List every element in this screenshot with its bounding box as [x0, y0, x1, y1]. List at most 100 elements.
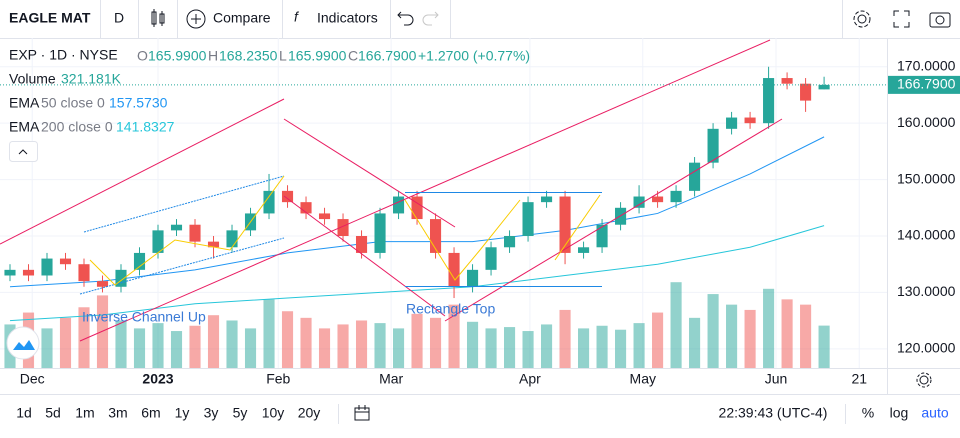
candle-body: [226, 230, 238, 248]
candle-body: [689, 162, 701, 191]
candle-body: [281, 190, 294, 203]
log-toggle[interactable]: log: [890, 405, 909, 421]
snapshot[interactable]: [929, 12, 951, 28]
candle-body: [559, 196, 571, 253]
volume-bar: [300, 317, 312, 368]
volume-bar: [448, 304, 460, 368]
x-tick-label: Jun: [765, 371, 788, 387]
volume-bar: [152, 323, 164, 368]
fx-icon[interactable]: f: [294, 9, 300, 25]
legend-value: 165.9900: [288, 48, 347, 64]
volume-bar: [78, 307, 90, 368]
x-tick-label: 2023: [142, 371, 173, 387]
study-value: 157.5730: [109, 95, 168, 111]
candle-body: [41, 258, 53, 276]
range-button[interactable]: 1d: [16, 405, 32, 421]
study-name: Volume: [9, 71, 56, 87]
legend-value: 166.7900: [358, 48, 417, 64]
x-tick-label: Dec: [20, 371, 45, 387]
volume-bar: [429, 317, 442, 368]
candle-body: [504, 236, 516, 248]
candle-body: [4, 269, 16, 276]
candle-body: [355, 236, 368, 253]
candle-body: [763, 78, 775, 124]
candle-body: [96, 281, 109, 287]
range-button[interactable]: 5y: [233, 405, 248, 421]
candle-body: [448, 252, 460, 287]
range-button[interactable]: 6m: [141, 405, 160, 421]
legend-value: 168.2350: [219, 48, 278, 64]
volume-bar: [263, 299, 275, 368]
date-range-icon[interactable]: [354, 405, 370, 421]
range-button[interactable]: 3m: [108, 405, 127, 421]
volume-bar: [596, 325, 608, 368]
candle-type-icon[interactable]: [151, 9, 165, 27]
candle-body: [596, 224, 608, 248]
candle-body: [652, 196, 664, 203]
volume-bar: [726, 304, 738, 368]
legend-value: 165.9900: [148, 48, 207, 64]
volume-bar: [818, 325, 830, 368]
x-tick-label: Feb: [266, 371, 290, 387]
range-button[interactable]: 3y: [204, 405, 219, 421]
fullscreen[interactable]: [893, 10, 910, 28]
volume-bar: [374, 323, 386, 368]
volume-bar: [559, 309, 571, 368]
volume-bar: [355, 320, 368, 368]
legend-ticker: EXP · 1D · NYSE: [9, 47, 118, 63]
volume-bar: [281, 311, 294, 368]
compare[interactable]: Compare: [213, 10, 271, 26]
ema-line: [9, 225, 825, 322]
range-button[interactable]: 10y: [262, 405, 285, 421]
y-tick-label: 160.0000: [897, 114, 956, 130]
settings[interactable]: [853, 10, 871, 28]
x-tick-label: Mar: [379, 371, 403, 387]
range-button[interactable]: 5d: [45, 405, 61, 421]
volume-bar: [59, 317, 72, 368]
candle-body: [300, 202, 312, 214]
candle-body: [337, 219, 349, 236]
candle-body: [541, 196, 553, 203]
range-button[interactable]: 1m: [75, 405, 94, 421]
candle-body: [781, 78, 793, 84]
redo[interactable]: [422, 11, 439, 26]
candle-body: [374, 213, 386, 253]
y-tick-label: 130.0000: [897, 283, 956, 299]
collapse-legend[interactable]: [9, 141, 38, 162]
undo[interactable]: [397, 11, 414, 26]
volume-bar: [485, 328, 497, 368]
time-axis-settings[interactable]: [916, 372, 932, 388]
percent-toggle[interactable]: %: [862, 405, 874, 421]
candle-body: [707, 128, 719, 163]
candle-body: [115, 269, 127, 287]
volume-bar: [244, 328, 257, 368]
logo[interactable]: [6, 326, 40, 360]
volume-bar: [633, 323, 645, 368]
candle-body: [800, 83, 812, 101]
interval[interactable]: D: [114, 10, 124, 26]
candle-body: [578, 247, 590, 253]
compare-icon[interactable]: [186, 9, 206, 29]
auto-toggle[interactable]: auto: [921, 405, 948, 421]
volume-bar: [522, 331, 534, 368]
candle-body: [133, 252, 146, 270]
annotation: Inverse Channel Up: [82, 309, 206, 325]
volume-bar: [744, 309, 756, 368]
legend-label: H: [208, 48, 218, 64]
volume-bar: [615, 329, 627, 368]
study-name: EMA: [9, 95, 40, 111]
candle-body: [22, 269, 35, 276]
candle-body: [152, 230, 164, 253]
volume-bar: [707, 294, 719, 368]
candle-body: [633, 196, 645, 208]
volume-bar: [541, 324, 553, 368]
volume-bar: [226, 320, 238, 368]
drawings: [0, 39, 783, 342]
indicators[interactable]: Indicators: [317, 10, 378, 26]
x-tick-label: 21: [851, 371, 867, 387]
candle-body: [392, 196, 405, 214]
range-button[interactable]: 20y: [298, 405, 321, 421]
symbol[interactable]: EAGLE MAT: [9, 10, 91, 26]
range-button[interactable]: 1y: [175, 405, 190, 421]
candle-body: [744, 117, 756, 124]
